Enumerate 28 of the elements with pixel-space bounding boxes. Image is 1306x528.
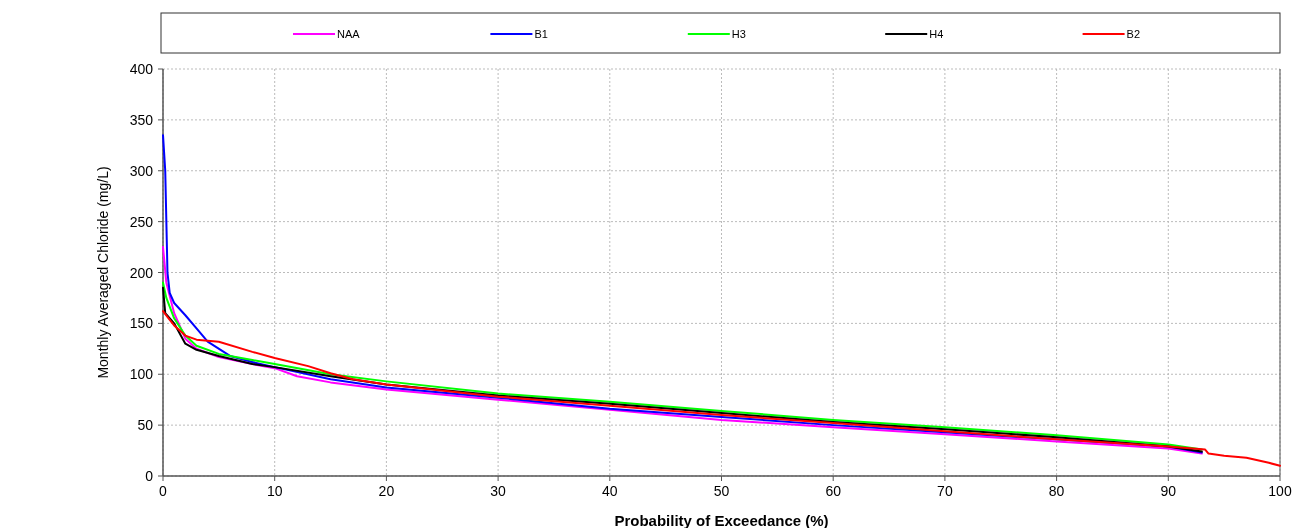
legend-label: B2 bbox=[1126, 28, 1141, 40]
x-tick-label: 70 bbox=[937, 483, 953, 499]
x-tick-label: 100 bbox=[1268, 483, 1292, 499]
legend-label: H3 bbox=[731, 28, 746, 40]
x-tick-label: 20 bbox=[378, 483, 395, 499]
x-tick-label: 80 bbox=[1048, 483, 1065, 499]
y-tick-label: 350 bbox=[129, 111, 154, 128]
x-tick-label: 50 bbox=[713, 483, 730, 499]
y-axis-title: Monthly Averaged Chloride (mg/L) bbox=[95, 166, 111, 379]
y-tick-label: 400 bbox=[129, 61, 154, 77]
x-tick-label: 40 bbox=[602, 483, 618, 499]
y-tick-label: 150 bbox=[129, 315, 154, 332]
legend-label: B1 bbox=[534, 28, 548, 40]
y-tick-label: 100 bbox=[129, 366, 154, 383]
x-tick-label: 30 bbox=[490, 483, 507, 499]
line-series bbox=[162, 310, 1281, 467]
y-tick-label: 200 bbox=[129, 264, 154, 281]
y-tick-label: 0 bbox=[145, 468, 154, 484]
legend-label: NAA bbox=[337, 28, 361, 40]
x-tick-label: 0 bbox=[159, 483, 168, 499]
y-tick-label: 300 bbox=[129, 162, 154, 179]
x-tick-label: 60 bbox=[825, 483, 842, 499]
y-tick-label: 250 bbox=[129, 213, 154, 230]
x-tick-label: 10 bbox=[266, 483, 283, 499]
x-tick-label: 90 bbox=[1160, 483, 1177, 499]
legend-label: H4 bbox=[929, 28, 944, 40]
y-tick-label: 50 bbox=[137, 417, 154, 434]
line-series bbox=[162, 246, 1203, 455]
